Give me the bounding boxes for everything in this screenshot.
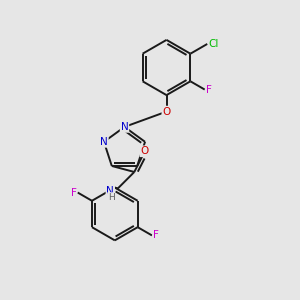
Text: F: F xyxy=(70,188,76,197)
Text: N: N xyxy=(100,137,108,147)
Text: O: O xyxy=(162,106,171,117)
Text: H: H xyxy=(108,193,115,202)
Text: O: O xyxy=(140,146,148,156)
Text: N: N xyxy=(121,122,128,132)
Text: F: F xyxy=(153,230,159,240)
Text: N: N xyxy=(106,186,114,196)
Text: F: F xyxy=(206,85,212,94)
Text: Cl: Cl xyxy=(209,39,219,49)
